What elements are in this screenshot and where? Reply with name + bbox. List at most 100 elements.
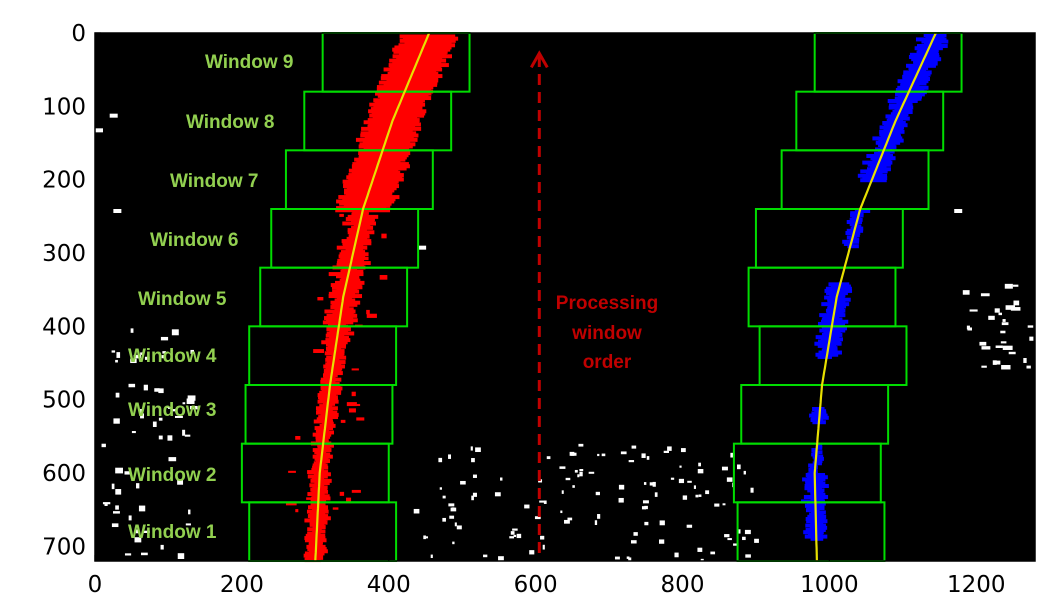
x-tick-label: 400 bbox=[367, 572, 411, 598]
noise-pixel bbox=[115, 467, 123, 474]
left-lane-pixel bbox=[326, 355, 347, 360]
noise-pixel bbox=[171, 329, 179, 336]
left-lane-pixel bbox=[380, 190, 390, 193]
right-lane-pixel bbox=[819, 313, 846, 318]
left-lane-pixel bbox=[381, 233, 387, 239]
left-lane-pixel bbox=[359, 142, 416, 147]
x-tick-label: 200 bbox=[220, 572, 264, 598]
noise-pixel bbox=[104, 503, 108, 506]
left-lane-pixel bbox=[312, 454, 333, 459]
y-tick-label: 700 bbox=[42, 534, 86, 560]
left-lane-pixel bbox=[348, 168, 399, 173]
x-tick-label: 0 bbox=[88, 572, 103, 598]
noise-pixel bbox=[452, 541, 455, 545]
noise-pixel bbox=[124, 553, 132, 556]
noise-pixel bbox=[540, 535, 545, 540]
right-lane-pixel bbox=[809, 525, 828, 530]
noise-pixel bbox=[678, 478, 685, 484]
left-lane-pixel bbox=[315, 437, 329, 442]
noise-pixel bbox=[154, 388, 160, 392]
left-lane-pixel bbox=[313, 472, 331, 477]
noise-pixel bbox=[642, 500, 649, 504]
noise-pixel bbox=[430, 554, 433, 559]
noise-pixel bbox=[138, 505, 146, 512]
noise-pixel bbox=[992, 360, 997, 365]
right-lane-pixel bbox=[820, 337, 844, 342]
noise-pixel bbox=[998, 312, 1003, 316]
left-lane-pixel bbox=[379, 96, 432, 101]
noise-pixel bbox=[133, 354, 141, 359]
noise-pixel bbox=[686, 524, 693, 528]
noise-pixel bbox=[722, 503, 726, 506]
noise-pixel bbox=[128, 515, 132, 521]
plot-frame bbox=[94, 32, 1036, 562]
left-lane-pixel bbox=[336, 296, 352, 301]
noise-pixel bbox=[744, 529, 751, 535]
noise-pixel bbox=[115, 489, 122, 495]
noise-pixel bbox=[995, 360, 1001, 365]
noise-pixel bbox=[1010, 307, 1021, 311]
left-fit-line bbox=[314, 32, 431, 562]
noise-pixel bbox=[166, 405, 169, 408]
left-lane-pixel bbox=[336, 287, 358, 292]
left-lane-pixel bbox=[313, 419, 333, 424]
search-windows bbox=[240, 32, 963, 563]
left-lane-pixel bbox=[383, 82, 438, 87]
left-lane-pixel bbox=[303, 553, 324, 558]
noise-pixel bbox=[654, 492, 658, 497]
right-lane-pixel bbox=[817, 343, 837, 348]
noise-pixel bbox=[559, 466, 566, 469]
right-lane-pixel bbox=[818, 350, 842, 355]
x-tick-label: 1000 bbox=[800, 572, 859, 598]
left-lane-pixel bbox=[348, 234, 370, 239]
noise-pixel bbox=[682, 495, 688, 500]
noise-pixel bbox=[167, 406, 171, 409]
left-lane-pixel bbox=[351, 368, 359, 371]
noise-pixel bbox=[670, 477, 675, 480]
left-lane-pixel bbox=[306, 497, 314, 500]
right-lane-pixel bbox=[880, 145, 897, 150]
noise-pixel bbox=[618, 484, 625, 490]
left-lane-pixel bbox=[317, 445, 331, 450]
noise-pixel bbox=[113, 209, 122, 213]
left-lane-pixel bbox=[321, 421, 334, 426]
right-lane-pixel bbox=[849, 217, 863, 222]
left-lane-pixel bbox=[402, 36, 459, 41]
right-lane-pixel bbox=[843, 242, 854, 246]
noise-pixel bbox=[628, 460, 635, 463]
window-label: Window 8 bbox=[186, 112, 275, 133]
noise-pixel bbox=[546, 456, 551, 460]
right-lane-pixel bbox=[815, 445, 823, 450]
right-lane-pixel bbox=[889, 103, 913, 108]
right-lane-pixel bbox=[805, 508, 820, 513]
noise-pixel bbox=[131, 431, 136, 434]
noise-pixel bbox=[140, 352, 144, 355]
x-tick-label: 800 bbox=[661, 572, 705, 598]
right-lane-pixel bbox=[825, 308, 846, 313]
noise-pixel bbox=[698, 494, 702, 497]
noise-pixel bbox=[979, 341, 987, 346]
noise-pixel bbox=[1001, 365, 1011, 370]
noise-pixel bbox=[679, 465, 682, 468]
left-lane-pixel bbox=[358, 151, 411, 156]
right-lane-pixel bbox=[823, 330, 841, 335]
left-lane-pixel bbox=[334, 307, 354, 312]
right-lane-pixel bbox=[902, 77, 930, 81]
noise-pixel bbox=[597, 453, 600, 457]
left-lane-pixel bbox=[351, 225, 374, 230]
left-lane-pixel bbox=[348, 177, 404, 182]
noise-pixel bbox=[980, 293, 990, 297]
noise-pixel bbox=[162, 351, 166, 354]
left-lane-pixel bbox=[316, 452, 331, 457]
noise-pixel bbox=[618, 497, 624, 503]
noise-pixel bbox=[697, 547, 703, 552]
noise-pixel bbox=[1005, 305, 1016, 310]
right-lane-pixel bbox=[894, 107, 913, 112]
left-lane-pixel bbox=[323, 375, 336, 380]
noise-pixel bbox=[697, 469, 704, 474]
left-lane-pixel bbox=[379, 275, 388, 280]
left-lane-pixel bbox=[359, 153, 409, 158]
noise-pixel bbox=[737, 464, 741, 470]
noise-pixel bbox=[577, 474, 580, 478]
noise-pixel bbox=[597, 514, 601, 519]
